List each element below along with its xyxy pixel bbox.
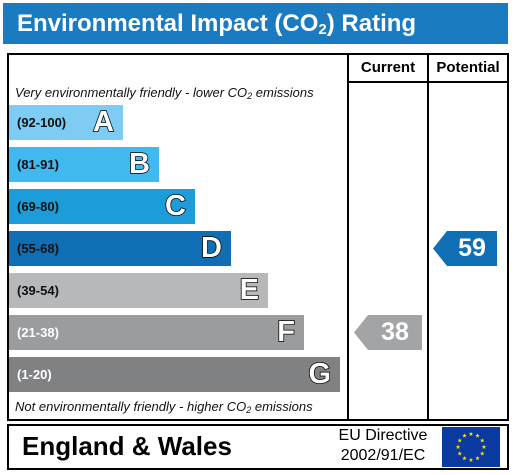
band-letter: G [308, 357, 332, 391]
band-letter: C [164, 189, 186, 223]
band-range: (69-80) [17, 199, 59, 214]
band-g: (1-20) G [9, 357, 340, 392]
top-note-subscript: 2 [247, 91, 253, 101]
current-column-header: Current [360, 59, 416, 76]
title-suffix: ) Rating [326, 10, 417, 37]
band-range: (92-100) [17, 115, 67, 130]
band-letter: A [92, 105, 114, 139]
title-subscript: 2 [318, 21, 327, 38]
current-rating-value: 38 [381, 318, 409, 346]
eu-directive: EU Directive 2002/91/EC [327, 426, 439, 466]
country-label: England & Wales [22, 431, 232, 461]
band-range: (1-20) [17, 367, 52, 382]
flag-star-icon [475, 433, 480, 438]
page-title: Environmental Impact (CO2) Rating [3, 3, 508, 44]
band-range: (21-38) [17, 325, 59, 340]
flag-star-icon [457, 438, 463, 443]
directive-line-2: 2002/91/EC [340, 447, 426, 464]
title-prefix: Environmental Impact (CO [17, 10, 319, 37]
top-note: Very environmentally friendly - lower CO… [15, 85, 314, 101]
potential-rating-value: 59 [458, 234, 486, 262]
band-letter: E [239, 273, 260, 307]
bottom-note-subscript: 2 [246, 405, 252, 415]
flag-star-icon [468, 457, 474, 462]
footer-frame [7, 424, 509, 470]
band-letter: B [128, 147, 150, 181]
top-note-prefix: Very environmentally friendly - lower CO [15, 85, 248, 100]
band-letter: D [200, 231, 222, 265]
band-f: (21-38) F [9, 315, 304, 350]
flag-star-icon [475, 455, 480, 461]
flag-star-icon [457, 451, 463, 456]
top-note-suffix: emissions [252, 85, 314, 100]
directive-line-1: EU Directive [338, 427, 428, 444]
band-d: (55-68) D [9, 231, 231, 266]
bottom-note-suffix: emissions [251, 399, 313, 414]
potential-arrow-shape [433, 231, 497, 266]
column-divider-potential [427, 53, 429, 421]
band-c: (69-80) C [9, 189, 195, 224]
current-rating-arrow: 38 [354, 315, 422, 350]
band-e: (39-54) E [9, 273, 268, 308]
flag-star-icon [455, 444, 461, 449]
current-arrow-shape [354, 315, 422, 350]
band-range: (81-91) [17, 157, 59, 172]
flag-star-icon [479, 451, 485, 456]
rating-frame [7, 53, 509, 421]
flag-star-icon [479, 438, 485, 443]
bottom-note: Not environmentally friendly - higher CO… [15, 399, 313, 415]
flag-star-icon [462, 433, 467, 438]
potential-rating-arrow: 59 [433, 231, 497, 266]
eu-flag-icon [442, 427, 500, 467]
flag-star-icon [468, 431, 474, 436]
column-divider-current [347, 53, 349, 421]
band-range: (55-68) [17, 241, 59, 256]
potential-column-header: Potential [436, 59, 500, 76]
band-letter: F [277, 315, 296, 349]
band-a: (92-100) A [9, 105, 123, 140]
column-header-divider [347, 81, 509, 83]
flag-star-icon [481, 444, 487, 449]
band-range: (39-54) [17, 283, 59, 298]
band-b: (81-91) B [9, 147, 159, 182]
bottom-note-prefix: Not environmentally friendly - higher CO [15, 399, 247, 414]
flag-star-icon [462, 455, 467, 461]
